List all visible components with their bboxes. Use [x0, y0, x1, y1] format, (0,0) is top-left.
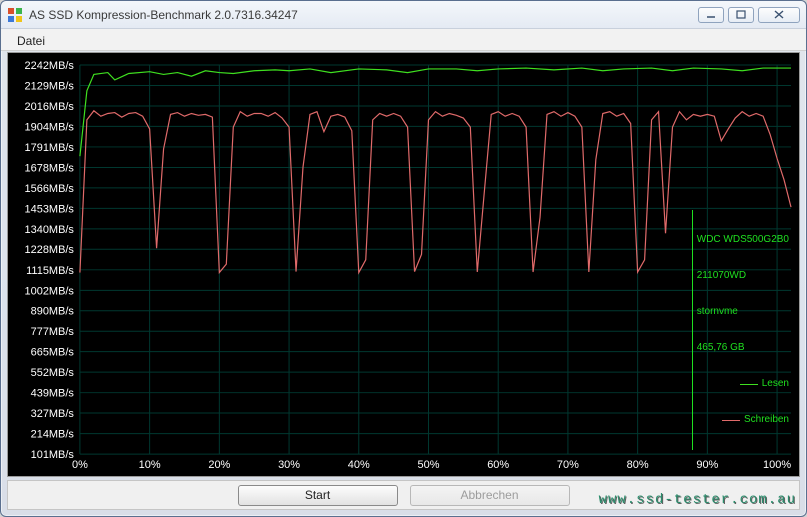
svg-text:101MB/s: 101MB/s	[31, 449, 75, 461]
svg-text:60%: 60%	[487, 459, 509, 471]
titlebar[interactable]: AS SSD Kompression-Benchmark 2.0.7316.34…	[1, 1, 806, 29]
svg-text:214MB/s: 214MB/s	[31, 429, 75, 441]
svg-text:80%: 80%	[627, 459, 649, 471]
svg-text:1904MB/s: 1904MB/s	[25, 121, 75, 133]
svg-text:40%: 40%	[348, 459, 370, 471]
svg-text:552MB/s: 552MB/s	[31, 367, 75, 379]
app-window: AS SSD Kompression-Benchmark 2.0.7316.34…	[0, 0, 807, 517]
svg-text:777MB/s: 777MB/s	[31, 326, 75, 338]
menubar: Datei	[1, 29, 806, 51]
minimize-button[interactable]	[698, 7, 724, 23]
svg-text:10%: 10%	[139, 459, 161, 471]
svg-text:1678MB/s: 1678MB/s	[25, 162, 75, 174]
svg-text:50%: 50%	[418, 459, 440, 471]
app-icon	[7, 7, 23, 23]
svg-text:1115MB/s: 1115MB/s	[26, 265, 74, 277]
maximize-button[interactable]	[728, 7, 754, 23]
svg-text:1002MB/s: 1002MB/s	[25, 285, 75, 297]
svg-text:20%: 20%	[208, 459, 230, 471]
start-button[interactable]: Start	[238, 485, 398, 506]
svg-text:2016MB/s: 2016MB/s	[25, 101, 75, 113]
menu-file[interactable]: Datei	[11, 32, 51, 50]
svg-text:1340MB/s: 1340MB/s	[25, 224, 75, 236]
svg-text:890MB/s: 890MB/s	[31, 306, 75, 318]
cancel-button[interactable]: Abbrechen	[410, 485, 570, 506]
svg-text:1566MB/s: 1566MB/s	[25, 183, 75, 195]
svg-text:30%: 30%	[278, 459, 300, 471]
svg-text:439MB/s: 439MB/s	[31, 388, 75, 400]
svg-text:1453MB/s: 1453MB/s	[25, 203, 75, 215]
svg-text:2129MB/s: 2129MB/s	[25, 80, 75, 92]
svg-text:1228MB/s: 1228MB/s	[25, 244, 75, 256]
window-button-group	[698, 7, 800, 23]
svg-text:2242MB/s: 2242MB/s	[25, 60, 75, 72]
chart-area: 2242MB/s 2129MB/s 2016MB/s 1904MB/s 1791MB/s…	[7, 52, 800, 477]
svg-text:70%: 70%	[557, 459, 579, 471]
svg-text:100%: 100%	[763, 459, 791, 471]
svg-text:90%: 90%	[696, 459, 718, 471]
window-title: AS SSD Kompression-Benchmark 2.0.7316.34…	[29, 8, 698, 22]
svg-text:0%: 0%	[72, 459, 88, 471]
svg-text:1791MB/s: 1791MB/s	[25, 142, 75, 154]
benchmark-chart: 2242MB/s 2129MB/s 2016MB/s 1904MB/s 1791MB/s…	[12, 59, 795, 472]
svg-text:665MB/s: 665MB/s	[31, 347, 75, 359]
svg-text:327MB/s: 327MB/s	[31, 408, 75, 420]
close-button[interactable]	[758, 7, 800, 23]
watermark: www.ssd-tester.com.au	[599, 492, 796, 508]
